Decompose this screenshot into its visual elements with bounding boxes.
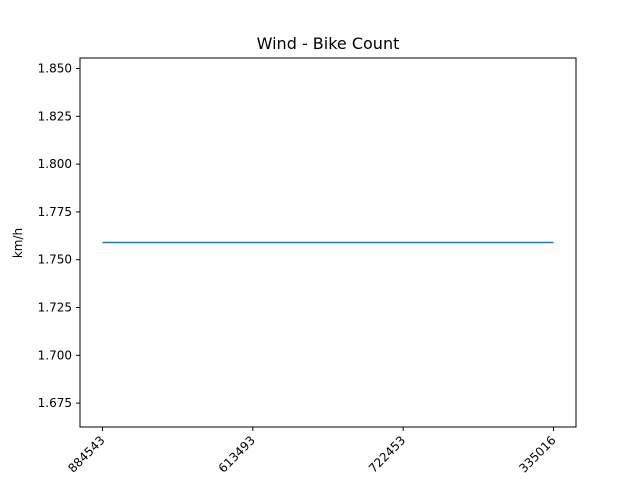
y-tick-label: 1.725	[38, 301, 72, 315]
y-tick-label: 1.775	[38, 205, 72, 219]
y-tick-label: 1.700	[38, 348, 72, 362]
y-tick-label: 1.675	[38, 396, 72, 410]
y-tick-label: 1.750	[38, 253, 72, 267]
y-axis: 1.675 1.700 1.725 1.750 1.775 1.800 1.825 1.850	[38, 62, 80, 410]
y-tick-label: 1.825	[38, 109, 72, 123]
plot-frame	[79, 57, 577, 428]
y-tick-label: 1.850	[38, 62, 72, 76]
y-axis-label: km/h	[11, 228, 25, 258]
y-tick-label: 1.800	[38, 157, 72, 171]
chart-title: Wind - Bike Count	[257, 34, 400, 53]
